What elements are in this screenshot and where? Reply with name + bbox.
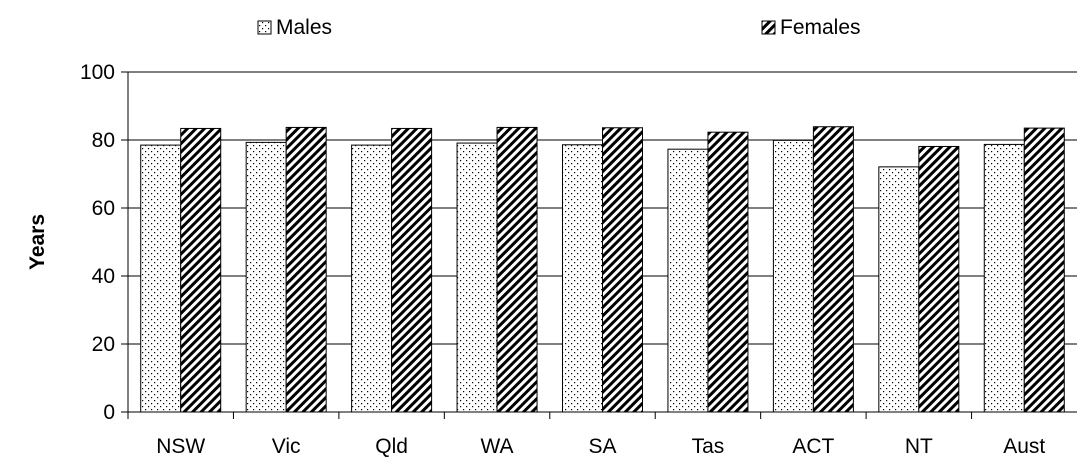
y-tick-label: 20	[92, 333, 115, 356]
bar-females-qld	[391, 127, 433, 413]
bar-males-nsw	[140, 144, 182, 413]
bar-females-vic	[285, 126, 327, 413]
x-tick-label: NT	[905, 435, 933, 458]
y-axis-label: Years	[26, 214, 49, 270]
legend-item-males: Males	[257, 16, 332, 39]
x-tick-label: NSW	[156, 435, 205, 458]
x-tick-label: WA	[481, 435, 514, 458]
bar-males-aust	[983, 143, 1025, 413]
legend-item-females: Females	[761, 16, 861, 39]
legend: Males Females	[257, 16, 861, 39]
y-tick-label: 40	[92, 265, 115, 288]
axes	[121, 71, 1077, 419]
bar-females-nt	[918, 145, 960, 413]
bar-males-wa	[456, 142, 498, 413]
bar-males-nt	[878, 166, 920, 413]
y-tick-label: 60	[92, 197, 115, 220]
bar-males-tas	[667, 148, 709, 413]
x-tick-labels: NSW Vic Qld WA SA Tas ACT NT Aust	[156, 435, 1045, 458]
x-tick-label: Qld	[375, 435, 408, 458]
x-tick-label: ACT	[792, 435, 834, 458]
bar-males-act	[772, 139, 814, 413]
bar-males-sa	[562, 144, 603, 413]
legend-swatch-males	[257, 20, 272, 35]
bar-females-aust	[1023, 127, 1065, 413]
bar-females-nsw	[180, 127, 222, 413]
bar-females-sa	[602, 127, 643, 413]
legend-swatch-females	[761, 20, 776, 35]
legend-label-males: Males	[276, 16, 332, 39]
bar-females-act	[812, 126, 854, 413]
y-tick-label: 100	[80, 61, 115, 84]
bar-males-qld	[351, 144, 393, 413]
y-tick-label: 0	[103, 401, 115, 424]
y-tick-labels: 0 20 40 60 80 100	[80, 61, 115, 424]
bars	[140, 126, 1065, 413]
x-tick-label: Tas	[692, 435, 725, 458]
bar-males-vic	[245, 141, 287, 413]
bar-females-tas	[707, 131, 749, 413]
legend-label-females: Females	[780, 16, 861, 39]
y-tick-label: 80	[92, 129, 115, 152]
bar-females-wa	[496, 126, 538, 413]
x-tick-label: Vic	[272, 435, 301, 458]
x-tick-label: SA	[588, 435, 616, 458]
x-tick-label: Aust	[1003, 435, 1045, 458]
